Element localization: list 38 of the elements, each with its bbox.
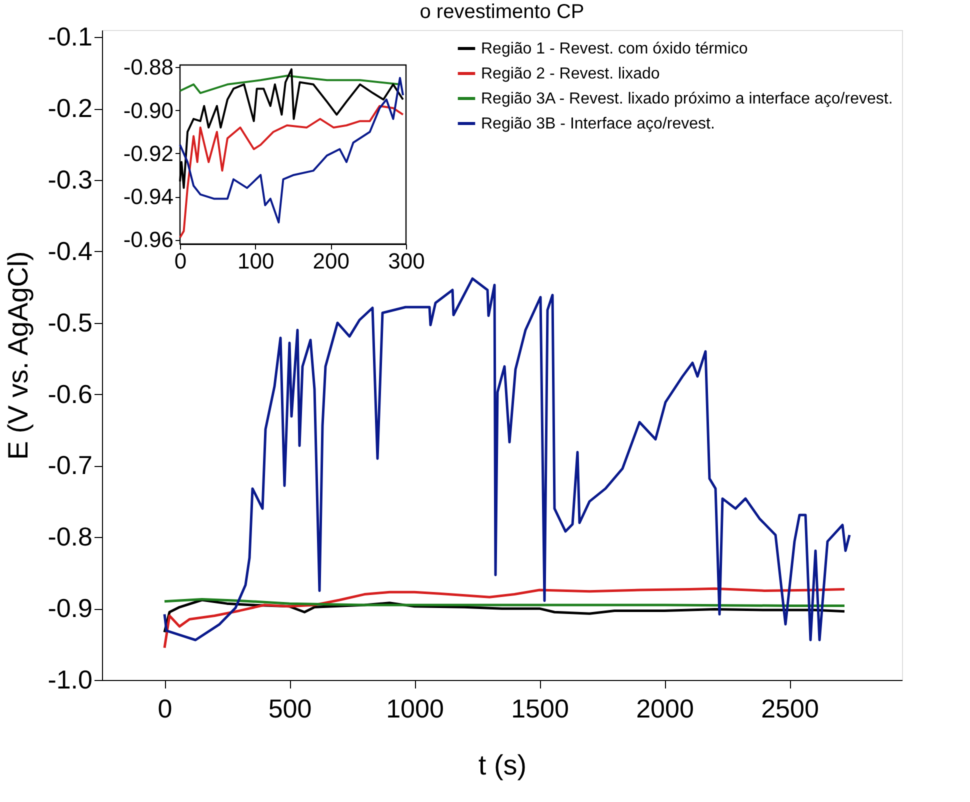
x-tick-label: 200: [312, 248, 350, 274]
x-tick-label: 1000: [386, 694, 444, 724]
line-series: [179, 104, 404, 239]
line-series: [179, 74, 401, 94]
y-tick-label: -0.1: [48, 22, 92, 52]
legend-label: Região 1 - Revest. com óxido térmico: [481, 40, 748, 58]
y-tick-label: -0.7: [48, 450, 92, 480]
y-tick-label: -0.9: [48, 593, 92, 624]
y-tick-label: -0.94: [123, 184, 174, 210]
y-tick-label: -0.6: [48, 378, 92, 409]
y-tick-label: -0.3: [48, 164, 92, 194]
x-tick-label: 0: [158, 694, 172, 724]
y-axis-title: E (V vs. AgAgCl): [2, 251, 34, 460]
x-tick-label: 0: [174, 248, 187, 274]
y-tick-label: -0.90: [123, 98, 174, 123]
y-tick-label: -1.0: [48, 664, 92, 694]
line-series: [179, 76, 404, 224]
x-tick-label: 2000: [636, 694, 694, 724]
x-axis-title: t (s): [478, 750, 527, 780]
y-tick-label: -0.88: [123, 54, 174, 80]
x-tick-label: 100: [237, 248, 274, 274]
x-tick-label: 1500: [511, 694, 569, 724]
x-tick-label: 300: [388, 248, 425, 274]
x-tick-label: 2500: [761, 694, 819, 724]
y-tick-label: -0.2: [48, 93, 92, 124]
y-tick-label: -0.8: [48, 522, 92, 552]
line-series: [163, 598, 846, 607]
legend-label: Região 3B - Interface aço/revest.: [481, 116, 715, 132]
y-tick-label: -0.92: [123, 140, 174, 166]
chart-title: o revestimento CP: [420, 1, 584, 24]
x-tick-label: 500: [268, 694, 312, 724]
legend-label: Região 2 - Revest. lixado: [481, 66, 660, 82]
legend-label: Região 3A - Revest. lixado próximo a interface aço/revest.: [481, 90, 893, 108]
y-tick-label: -0.4: [48, 236, 92, 266]
line-series: [163, 277, 851, 642]
y-tick-label: -0.5: [48, 307, 92, 338]
line-series: [163, 587, 846, 650]
y-tick-label: -0.96: [123, 227, 174, 252]
